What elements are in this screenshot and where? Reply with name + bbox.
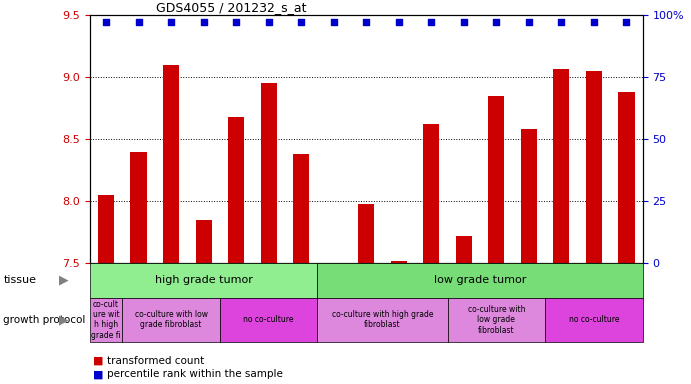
Point [231,18,242,25]
Text: co-culture with low
grade fibroblast: co-culture with low grade fibroblast [135,310,207,329]
Text: co-cult
ure wit
h high
grade fi: co-cult ure wit h high grade fi [91,300,121,340]
Text: ■: ■ [93,356,104,366]
Bar [618,92,634,263]
Text: percentile rank within the sample: percentile rank within the sample [107,369,283,379]
Bar [261,83,277,263]
Text: no co-culture: no co-culture [569,315,619,324]
Bar [545,298,643,342]
Text: high grade tumor: high grade tumor [155,275,253,285]
Point [393,18,404,25]
Text: transformed count: transformed count [107,356,205,366]
Text: GDS4055 / 201232_s_at: GDS4055 / 201232_s_at [156,1,307,14]
Bar [122,298,220,342]
Text: ■: ■ [93,369,104,379]
Point [101,18,112,25]
Bar [90,263,317,298]
Text: growth protocol: growth protocol [3,314,86,325]
Point [198,18,209,25]
Bar [358,204,375,263]
Bar [586,71,602,263]
Point [263,18,274,25]
Point [426,18,437,25]
Text: co-culture with
low grade
fibroblast: co-culture with low grade fibroblast [468,305,525,334]
Bar [521,129,537,263]
Text: ▶: ▶ [59,274,68,287]
Point [523,18,534,25]
Bar [423,124,439,263]
Bar [228,117,245,263]
Text: no co-culture: no co-culture [243,315,294,324]
Text: ▶: ▶ [59,313,68,326]
Point [361,18,372,25]
Bar [390,261,407,263]
Bar [553,69,569,263]
Bar [131,152,146,263]
Point [491,18,502,25]
Point [458,18,469,25]
Bar [90,298,122,342]
Text: co-culture with high grade
fibroblast: co-culture with high grade fibroblast [332,310,433,329]
Bar [163,65,179,263]
Bar [196,220,211,263]
Text: low grade tumor: low grade tumor [434,275,527,285]
Bar [293,154,310,263]
Bar [220,298,317,342]
Point [133,18,144,25]
Bar [98,195,114,263]
Bar [317,298,448,342]
Bar [317,263,643,298]
Point [556,18,567,25]
Bar [448,298,545,342]
Point [296,18,307,25]
Bar [455,236,472,263]
Point [328,18,339,25]
Point [166,18,177,25]
Point [621,18,632,25]
Bar [488,96,504,263]
Text: tissue: tissue [3,275,37,285]
Point [588,18,599,25]
